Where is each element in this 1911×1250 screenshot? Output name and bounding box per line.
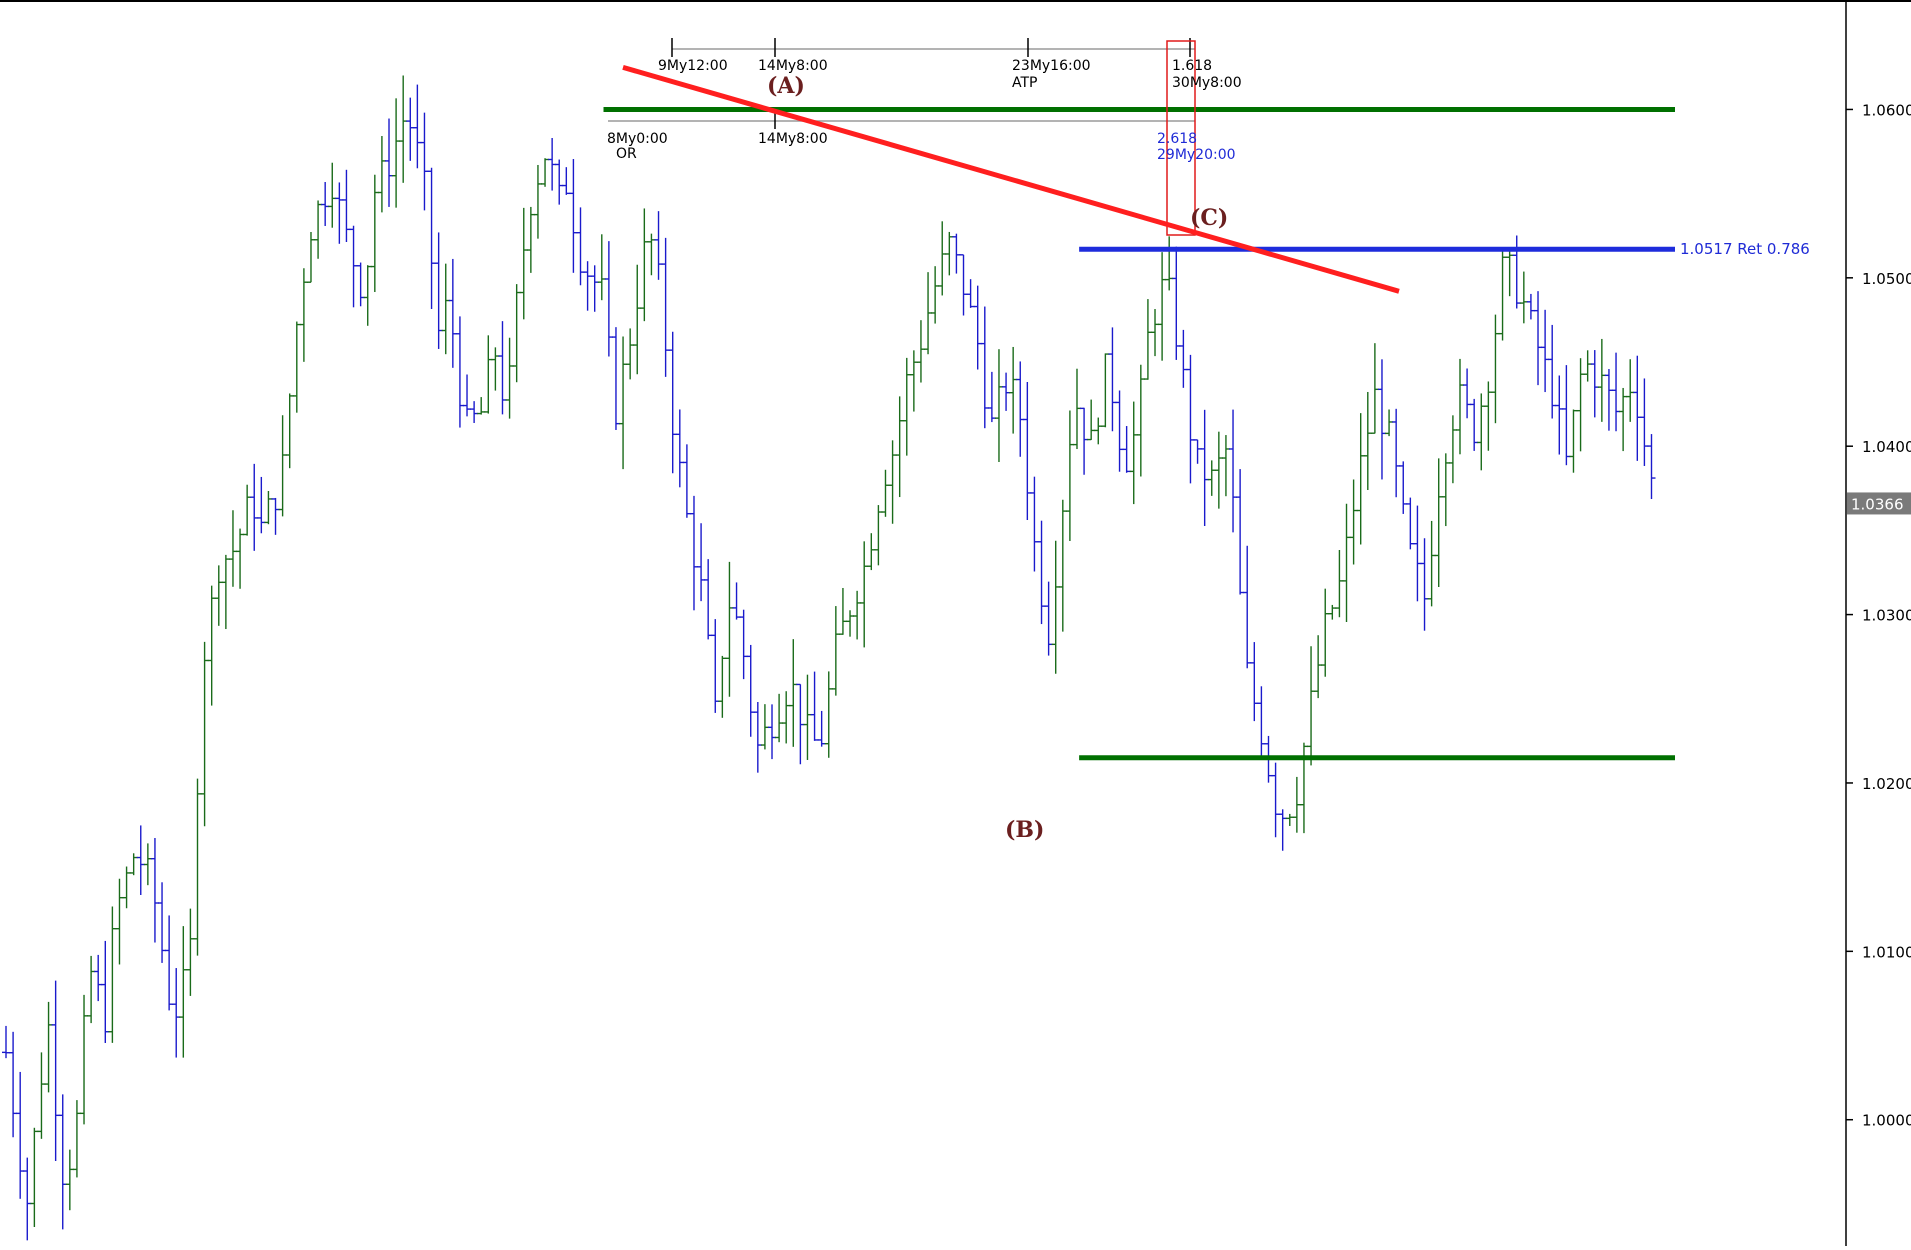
time-label-14my: 14My8:00 xyxy=(758,58,828,74)
ohlc-bar xyxy=(1647,434,1656,500)
current-price-badge xyxy=(1847,492,1911,515)
time-label-1618: 1.618 xyxy=(1172,58,1212,74)
price-tick-label: 1.0600 xyxy=(1862,101,1911,119)
wave-label-a: (A) xyxy=(767,73,805,99)
price-tick-label: 1.0000 xyxy=(1862,1112,1911,1130)
current-price-label: 1.0366 xyxy=(1851,495,1904,513)
time-label-30my: 30My8:00 xyxy=(1172,75,1242,91)
time-label-23my: 23My16:00 xyxy=(1012,58,1091,74)
price-tick-label: 1.0400 xyxy=(1862,438,1911,456)
time-label-29my: 29My20:00 xyxy=(1157,147,1236,163)
time-label-or: OR xyxy=(616,146,637,162)
price-tick-label: 1.0500 xyxy=(1862,270,1911,288)
price-tick-label: 1.0200 xyxy=(1862,775,1911,793)
projection-box xyxy=(1166,40,1196,236)
time-label-atp: ATP xyxy=(1012,75,1037,91)
wave-label-b: (B) xyxy=(1005,817,1044,843)
price-axis: 1.0000 1.0100 1.0200 1.0300 1.0400 1.0500 1.06… xyxy=(1846,101,1911,1130)
time-label-9my: 9My12:00 xyxy=(658,58,728,74)
time-label-8my: 8My0:00 xyxy=(607,131,668,147)
chart-overlays: 1.0517 Ret 0.786 9My12:00 14My8:00 23My16:0… xyxy=(603,38,1810,843)
price-tick-label: 1.0300 xyxy=(1862,607,1911,625)
price-tick-label: 1.0100 xyxy=(1862,943,1911,961)
trendline xyxy=(622,64,1400,294)
ohlc-bars xyxy=(2,75,1656,1241)
wave-label-c: (C) xyxy=(1190,205,1228,231)
retracement-label: 1.0517 Ret 0.786 xyxy=(1680,240,1810,258)
time-label-14my-2: 14My8:00 xyxy=(758,131,828,147)
time-label-2618: 2.618 xyxy=(1157,131,1197,147)
